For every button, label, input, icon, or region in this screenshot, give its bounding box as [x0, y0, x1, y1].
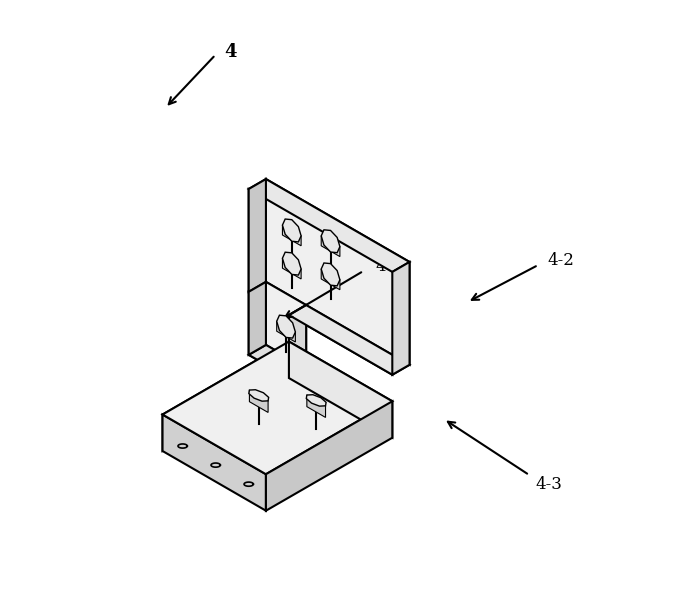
Polygon shape — [282, 225, 301, 246]
Text: 4: 4 — [224, 43, 237, 61]
Polygon shape — [249, 179, 410, 272]
Polygon shape — [289, 342, 392, 438]
Polygon shape — [282, 252, 301, 275]
Text: 4-1: 4-1 — [375, 258, 402, 275]
Polygon shape — [162, 342, 289, 451]
Polygon shape — [162, 415, 266, 511]
Polygon shape — [289, 305, 306, 378]
Polygon shape — [249, 390, 268, 412]
Polygon shape — [249, 189, 392, 375]
Polygon shape — [321, 263, 340, 286]
Polygon shape — [266, 179, 410, 365]
Polygon shape — [307, 395, 326, 418]
Polygon shape — [249, 282, 266, 355]
Polygon shape — [249, 345, 306, 378]
Polygon shape — [321, 230, 340, 253]
Polygon shape — [162, 342, 392, 474]
Polygon shape — [266, 401, 392, 511]
Polygon shape — [249, 179, 266, 292]
Polygon shape — [392, 262, 410, 375]
Polygon shape — [277, 315, 295, 338]
Polygon shape — [306, 394, 326, 406]
Polygon shape — [277, 321, 295, 342]
Polygon shape — [249, 390, 269, 401]
Polygon shape — [249, 292, 289, 378]
Polygon shape — [289, 305, 410, 375]
Text: 4-3: 4-3 — [535, 475, 562, 493]
Polygon shape — [282, 219, 301, 242]
Polygon shape — [282, 258, 301, 279]
Polygon shape — [321, 269, 340, 290]
Polygon shape — [321, 236, 340, 256]
Polygon shape — [266, 282, 306, 368]
Text: 4-2: 4-2 — [547, 252, 574, 270]
